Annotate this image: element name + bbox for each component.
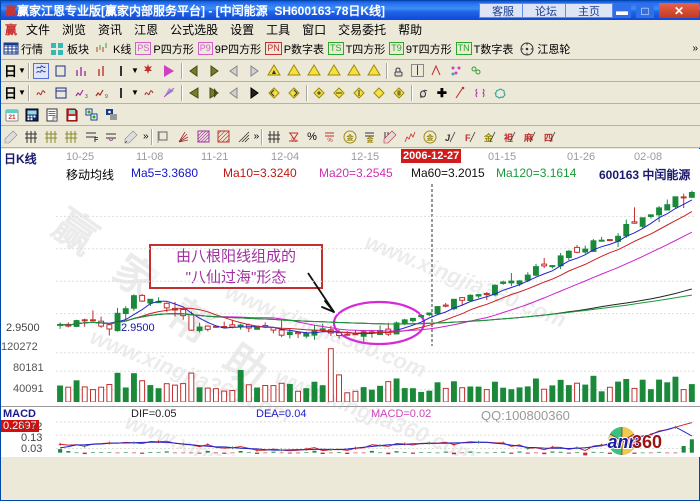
svg-text:金: 金 — [365, 135, 374, 144]
svg-text:金: 金 — [345, 133, 354, 142]
svg-text:袒: 袒 — [504, 132, 513, 143]
svg-text:%: % — [291, 138, 297, 144]
svg-text:金: 金 — [425, 133, 434, 142]
svg-text:360: 360 — [632, 432, 662, 452]
svg-text:F: F — [94, 137, 99, 144]
svg-text:3: 3 — [85, 94, 88, 100]
svg-text:9: 9 — [105, 94, 108, 100]
svg-text:▲: ▲ — [270, 69, 277, 76]
svg-text:21: 21 — [8, 114, 16, 121]
svg-text:%: % — [327, 138, 333, 144]
